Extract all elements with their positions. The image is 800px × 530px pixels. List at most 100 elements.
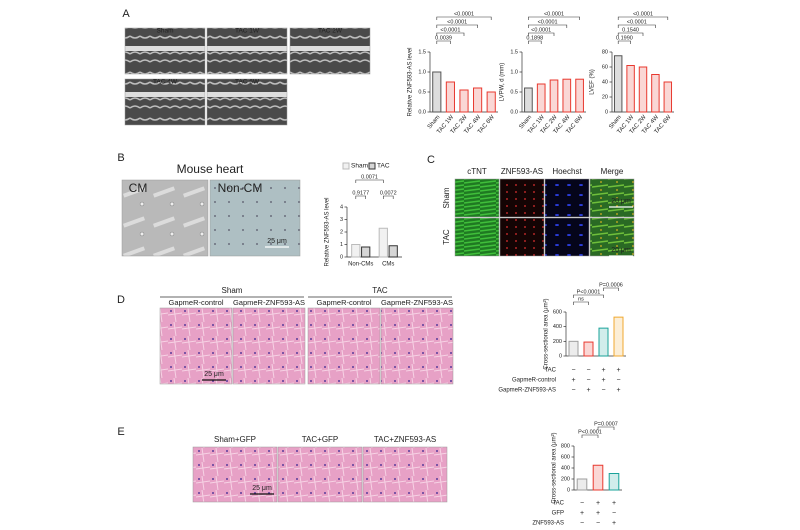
bar — [598, 327, 609, 357]
condition-mark: + — [616, 387, 620, 394]
bar — [524, 87, 533, 113]
y-tick-label: 20 — [602, 94, 608, 100]
group-label: TAC — [372, 286, 388, 295]
image-panel — [124, 27, 206, 75]
condition-mark: + — [601, 377, 605, 384]
image-panel — [589, 217, 635, 257]
image-panel — [499, 178, 545, 218]
p-value: P=0.0006 — [599, 282, 623, 288]
image-label: TAC 6W — [235, 79, 260, 86]
p-value: <0.0001 — [544, 11, 564, 17]
significance-bracket — [573, 294, 604, 298]
y-tick-label: 3 — [340, 217, 343, 223]
p-value: <0.0001 — [627, 19, 647, 25]
p-value: <0.0001 — [454, 11, 474, 17]
y-tick-label: 600 — [553, 309, 562, 315]
y-tick-label: 0 — [559, 353, 562, 359]
bar — [651, 74, 660, 113]
significance-bracket — [436, 40, 451, 44]
y-tick-label: 40 — [602, 79, 608, 85]
image-label: GapmeR-ZNF593-AS — [381, 298, 453, 307]
image-label: GapmeR-ZNF593-AS — [233, 298, 305, 307]
y-axis-label: LVPW, d (mm) — [500, 63, 506, 102]
p-value: 0.1990 — [616, 35, 633, 41]
condition-mark: − — [571, 367, 575, 374]
y-axis-label: LVEF (%) — [590, 69, 596, 95]
image-panel — [289, 27, 371, 75]
condition-mark: − — [616, 377, 620, 384]
condition-label: GFP — [552, 511, 564, 517]
image-panel — [159, 307, 233, 385]
condition-label: GapmeR-ZNF593-AS — [498, 388, 556, 394]
image-panel — [121, 179, 209, 257]
y-tick-label: 600 — [561, 454, 570, 460]
p-value: 0.0072 — [380, 190, 397, 196]
bar — [549, 79, 559, 113]
bar — [388, 245, 398, 258]
image-label: TAC+ZNF593-AS — [374, 435, 436, 444]
image-label: TAC 1W — [235, 28, 260, 35]
image-panel — [277, 446, 363, 503]
image-label: TAC 2W — [318, 28, 343, 35]
bar — [608, 473, 620, 491]
p-value: <0.0001 — [531, 27, 551, 33]
bar — [613, 316, 624, 357]
bar — [575, 78, 584, 113]
image-label: GapmeR-control — [316, 298, 371, 307]
p-value: 0.0039 — [435, 35, 452, 41]
condition-mark: + — [586, 387, 590, 394]
x-tick-label: Non-CMs — [348, 262, 373, 268]
image-label: Sham — [157, 28, 174, 35]
panel-letter: B — [117, 152, 124, 164]
bar — [613, 55, 623, 113]
condition-mark: − — [580, 520, 584, 527]
image-label: Sham+GFP — [214, 435, 256, 444]
scale-label: 25 μm — [267, 238, 287, 245]
column-label: ZNF593-AS — [501, 167, 543, 176]
scale-label: 20 μm — [611, 247, 631, 254]
condition-mark: − — [586, 367, 590, 374]
significance-bracket — [528, 32, 555, 36]
column-label: Merge — [601, 167, 624, 176]
image-panel — [232, 307, 306, 385]
bar — [562, 78, 572, 113]
condition-mark: + — [596, 510, 600, 517]
condition-mark: − — [601, 387, 605, 394]
condition-mark: + — [571, 377, 575, 384]
significance-bracket — [355, 195, 366, 199]
bar — [583, 341, 594, 357]
significance-bracket — [617, 40, 631, 44]
bar — [361, 246, 371, 258]
p-value: <0.0001 — [633, 11, 653, 17]
y-tick-label: 1.5 — [418, 49, 426, 55]
y-tick-label: 200 — [553, 339, 562, 345]
y-tick-label: 60 — [602, 64, 608, 70]
condition-mark: − — [596, 520, 600, 527]
significance-bracket — [528, 16, 580, 20]
p-value: <0.0001 — [538, 19, 558, 25]
bar — [473, 87, 483, 113]
condition-mark: + — [596, 500, 600, 507]
bar — [459, 89, 469, 113]
scale-label: 25 μm — [252, 485, 272, 492]
p-value: 0.1898 — [526, 35, 543, 41]
significance-bracket — [617, 32, 644, 36]
image-label: Non-CM — [218, 181, 263, 195]
panel-letter: E — [117, 426, 124, 438]
image-panel — [544, 178, 590, 218]
condition-label: GapmeR-control — [512, 378, 556, 384]
y-tick-label: 4 — [340, 204, 343, 210]
image-label: GapmeR-control — [168, 298, 223, 307]
y-axis-label: Relative ZNF593-AS level — [325, 197, 331, 266]
image-panel — [589, 178, 635, 218]
bar — [592, 464, 604, 491]
bar — [432, 71, 442, 113]
x-tick-label: CMs — [382, 262, 394, 268]
condition-label: TAC — [552, 501, 564, 507]
condition-mark: + — [612, 520, 616, 527]
y-axis-label: Cross-sectional area (μm²) — [544, 298, 550, 369]
image-panel — [192, 446, 278, 503]
image-panel — [499, 217, 545, 257]
y-tick-label: 400 — [561, 465, 570, 471]
